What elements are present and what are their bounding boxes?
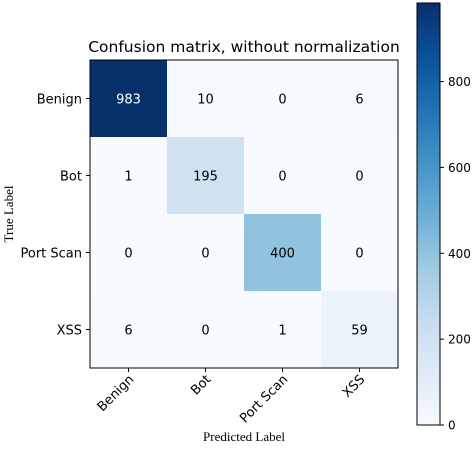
chart-title: Confusion matrix, without normalization [88, 38, 400, 56]
colorbar-tick-label: 400 [448, 247, 471, 261]
y-tick-label: Port Scan [20, 247, 82, 262]
matrix-cell [321, 60, 398, 137]
cell-value-label: 1 [278, 324, 286, 339]
cell-value-label: 1 [124, 170, 132, 185]
matrix-cell-labels: 983 10 0 6 1 195 0 0 0 0 400 0 6 0 1 59 [116, 93, 368, 339]
cell-value-label: 0 [278, 170, 286, 185]
cell-value-label: 6 [124, 324, 132, 339]
y-tick-label: Benign [37, 93, 82, 108]
colorbar-tick-label: 200 [448, 333, 471, 347]
x-tick-label: Port Scan [237, 372, 291, 426]
cell-value-label: 983 [116, 93, 141, 108]
matrix-cell [244, 214, 321, 291]
colorbar-tick-label: 800 [448, 75, 471, 89]
x-tick-label: Benign [95, 372, 138, 415]
cell-value-label: 0 [201, 324, 209, 339]
matrix-cell [321, 214, 398, 291]
cell-value-label: 0 [201, 247, 209, 262]
matrix-cell [244, 291, 321, 368]
cell-value-label: 10 [197, 93, 214, 108]
y-tick-label: XSS [57, 324, 82, 339]
matrix-cell [90, 214, 167, 291]
cell-value-label: 0 [124, 247, 132, 262]
x-axis-label: Predicted Label [203, 429, 285, 444]
colorbar-tick-label: 0 [448, 419, 456, 433]
x-tick-label: Bot [188, 372, 214, 398]
colorbar-tick-label: 600 [448, 161, 471, 175]
cell-value-label: 6 [355, 93, 363, 108]
matrix-cell [90, 60, 167, 137]
matrix-cell [167, 291, 244, 368]
colorbar-ticks: 0 200 400 600 800 [440, 75, 471, 433]
y-axis-ticks: Benign Bot Port Scan XSS [20, 93, 90, 339]
cell-value-label: 59 [351, 324, 368, 339]
x-tick-label: XSS [340, 372, 369, 401]
plot-frame [89, 59, 399, 369]
matrix-cell [321, 291, 398, 368]
matrix-cell [167, 60, 244, 137]
x-axis-ticks: Benign Bot Port Scan XSS [95, 368, 369, 426]
cell-value-label: 0 [278, 93, 286, 108]
y-axis-label: True Label [1, 185, 16, 242]
matrix-cell [244, 60, 321, 137]
matrix-cell [90, 291, 167, 368]
colorbar [416, 2, 441, 426]
matrix-cells [90, 60, 398, 368]
cell-value-label: 0 [355, 247, 363, 262]
matrix-cell [244, 137, 321, 214]
matrix-cell [321, 137, 398, 214]
cell-value-label: 195 [193, 170, 218, 185]
cell-value-label: 400 [270, 247, 295, 262]
y-tick-label: Bot [60, 170, 82, 185]
cell-value-label: 0 [355, 170, 363, 185]
matrix-cell [167, 214, 244, 291]
matrix-cell [167, 137, 244, 214]
matrix-cell [90, 137, 167, 214]
